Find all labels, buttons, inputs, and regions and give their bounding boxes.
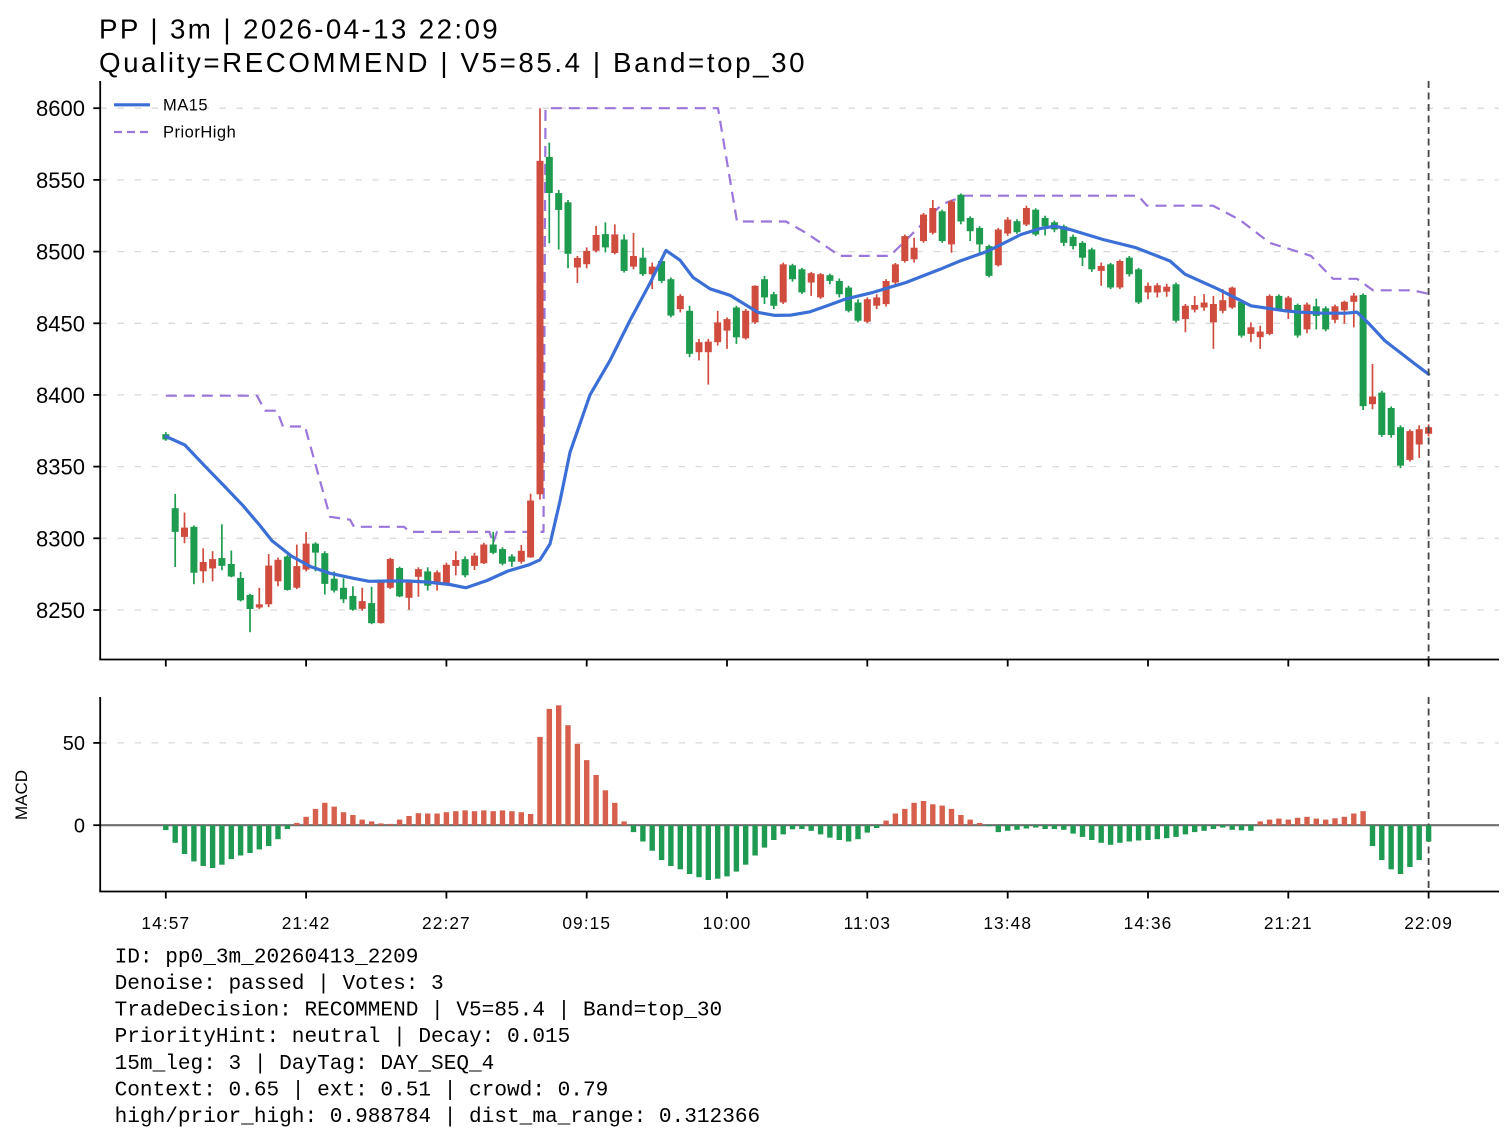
svg-text:14:57: 14:57 (141, 913, 190, 933)
svg-text:10:00: 10:00 (703, 913, 752, 933)
svg-text:8300: 8300 (36, 526, 85, 551)
svg-text:PriorHigh: PriorHigh (163, 124, 236, 142)
svg-text:50: 50 (63, 733, 85, 755)
svg-text:22:09: 22:09 (1404, 913, 1453, 933)
svg-text:MACD: MACD (12, 770, 31, 820)
svg-text:PriorityHint: neutral | Decay:: PriorityHint: neutral | Decay: 0.015 (115, 1025, 571, 1049)
svg-text:15m_leg: 3 | DayTag: DAY_SEQ_4: 15m_leg: 3 | DayTag: DAY_SEQ_4 (115, 1052, 495, 1076)
svg-text:PP | 3m | 2026-04-13 22:09: PP | 3m | 2026-04-13 22:09 (99, 14, 500, 45)
svg-text:8350: 8350 (36, 455, 85, 480)
svg-text:8400: 8400 (36, 383, 85, 408)
svg-text:21:42: 21:42 (282, 913, 331, 933)
svg-text:09:15: 09:15 (562, 913, 611, 933)
svg-text:MA15: MA15 (163, 97, 208, 115)
svg-text:11:03: 11:03 (844, 913, 891, 933)
svg-text:Context: 0.65 | ext: 0.51 | cr: Context: 0.65 | ext: 0.51 | crowd: 0.79 (115, 1078, 609, 1102)
svg-text:Denoise: passed | Votes: 3: Denoise: passed | Votes: 3 (115, 972, 444, 996)
svg-text:8250: 8250 (36, 598, 85, 623)
svg-text:13:48: 13:48 (983, 913, 1032, 933)
svg-text:8600: 8600 (36, 96, 85, 121)
svg-text:8450: 8450 (36, 311, 85, 336)
svg-text:ID: pp0_3m_20260413_2209: ID: pp0_3m_20260413_2209 (115, 945, 419, 969)
svg-text:Quality=RECOMMEND | V5=85.4 |: Quality=RECOMMEND | V5=85.4 | Band=top_3… (99, 47, 807, 78)
svg-text:high/prior_high: 0.988784 | di: high/prior_high: 0.988784 | dist_ma_rang… (115, 1105, 761, 1129)
svg-text:22:27: 22:27 (422, 913, 471, 933)
svg-text:8500: 8500 (36, 240, 85, 265)
svg-text:21:21: 21:21 (1264, 913, 1313, 933)
svg-text:TradeDecision: RECOMMEND | V5=: TradeDecision: RECOMMEND | V5=85.4 | Ban… (115, 999, 723, 1023)
svg-text:14:36: 14:36 (1124, 913, 1173, 933)
svg-text:8550: 8550 (36, 168, 85, 193)
svg-text:0: 0 (74, 816, 85, 838)
